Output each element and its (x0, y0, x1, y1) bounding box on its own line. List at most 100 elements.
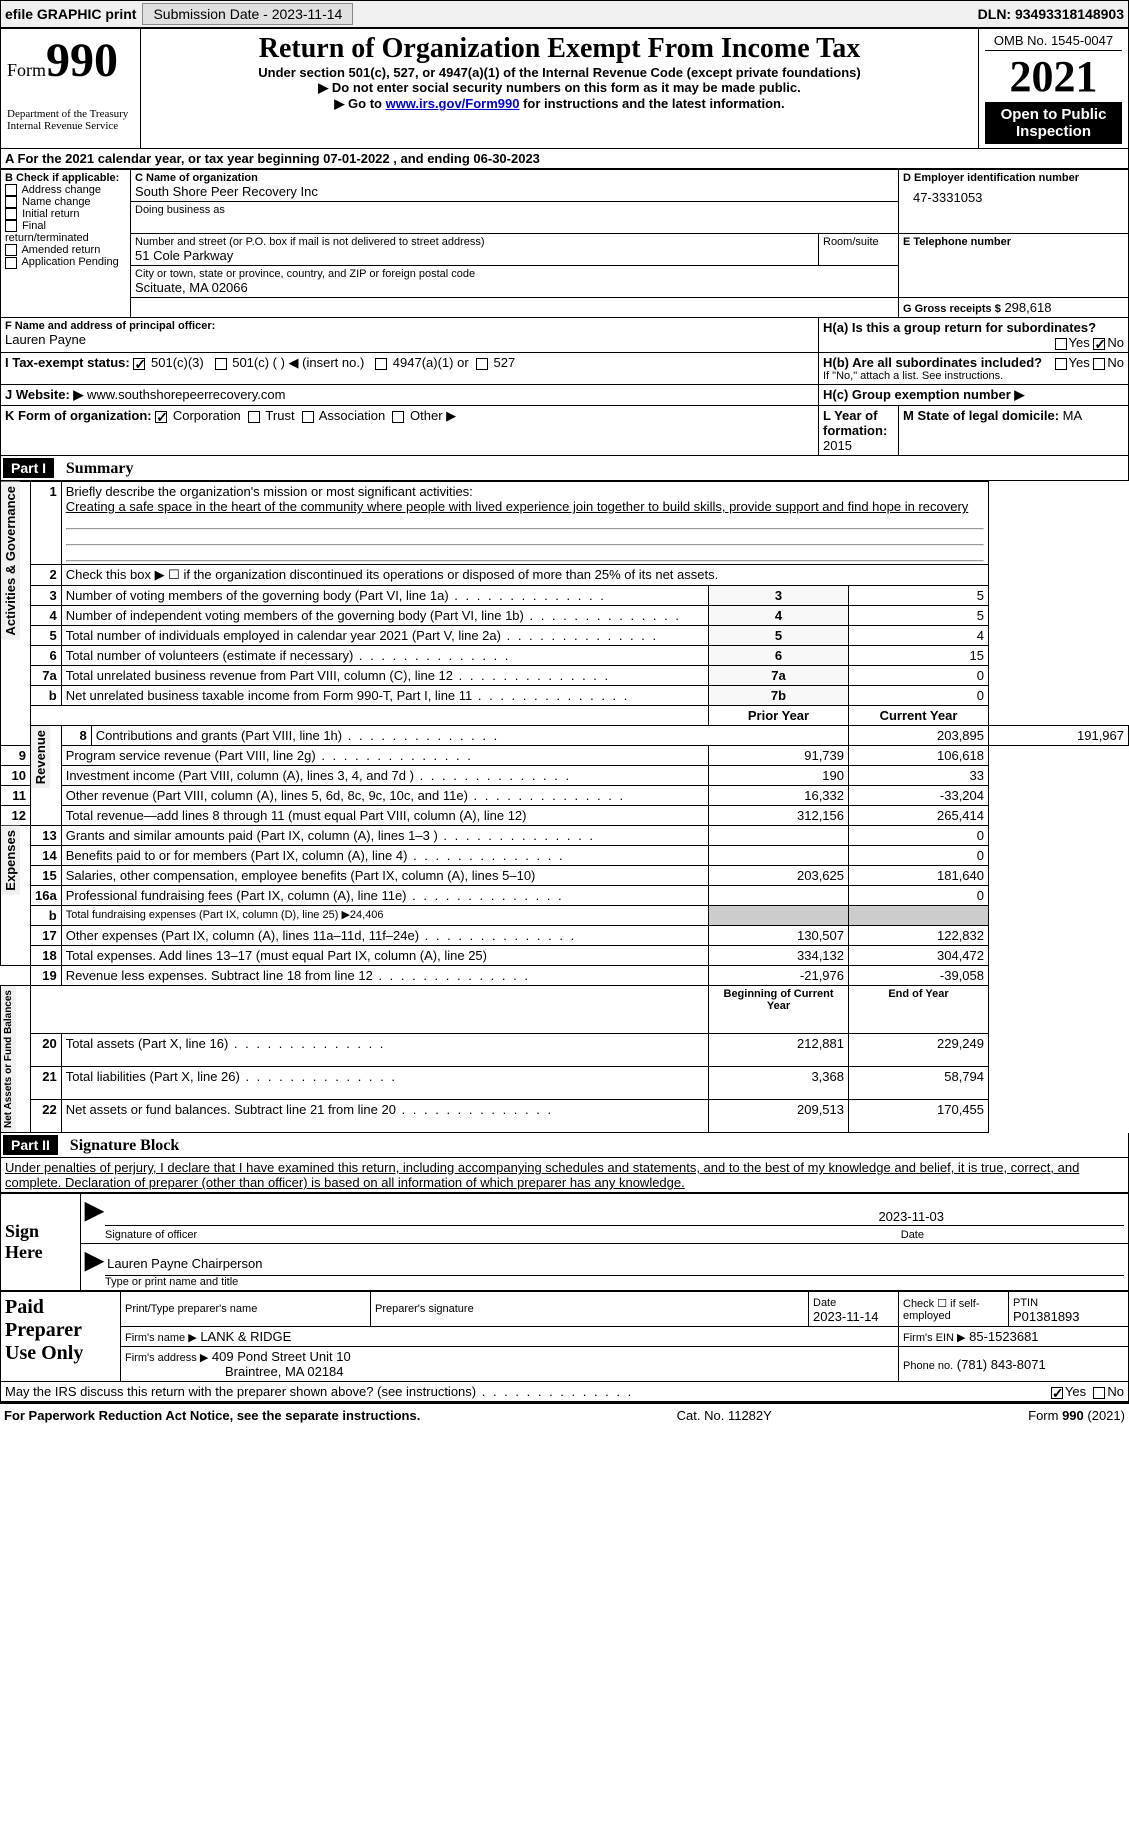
sections-b-m: B Check if applicable: Address change Na… (0, 169, 1129, 456)
instr-ssn: ▶ Do not enter social security numbers o… (147, 80, 972, 96)
col-end: End of Year (849, 986, 989, 1034)
h-b-label: H(b) Are all subordinates included? (823, 355, 1042, 370)
city-label: City or town, state or province, country… (135, 268, 894, 280)
omb-number: OMB No. 1545-0047 (985, 33, 1122, 51)
irs-label: Internal Revenue Service (7, 120, 134, 132)
checkbox-corp[interactable] (155, 411, 167, 423)
row-8: Contributions and grants (Part VIII, lin… (91, 726, 848, 746)
footer: For Paperwork Reduction Act Notice, see … (0, 1402, 1129, 1427)
section-f-label: F Name and address of principal officer: (5, 320, 814, 332)
irs-link[interactable]: www.irs.gov/Form990 (386, 96, 520, 111)
part2-badge: Part II (3, 1135, 58, 1155)
col-current: Current Year (849, 706, 989, 726)
officer-name-title: Lauren Payne Chairperson (107, 1256, 262, 1271)
dba-label: Doing business as (135, 204, 894, 216)
checkbox-amended[interactable] (5, 244, 17, 256)
vert-governance: Activities & Governance (1, 482, 20, 640)
row-13: Grants and similar amounts paid (Part IX… (61, 826, 708, 846)
vert-expenses: Expenses (1, 826, 20, 895)
row-17: Other expenses (Part IX, column (A), lin… (61, 926, 708, 946)
checkbox-final-return[interactable] (5, 220, 17, 232)
checkbox-hb-no[interactable] (1093, 358, 1105, 370)
check-self-employed: Check ☐ if self-employed (899, 1292, 1009, 1327)
section-j-label: J Website: ▶ (5, 387, 83, 402)
part1-table: Activities & Governance 1 Briefly descri… (0, 481, 1129, 1133)
checkbox-name-change[interactable] (5, 196, 17, 208)
street-label: Number and street (or P.O. box if mail i… (135, 236, 814, 248)
prep-name-label: Print/Type preparer's name (125, 1303, 366, 1315)
row-9: Program service revenue (Part VIII, line… (61, 746, 708, 766)
sign-here-label: Sign Here (1, 1194, 81, 1291)
checkbox-discuss-yes[interactable] (1051, 1387, 1063, 1399)
phone-label: Phone no. (903, 1360, 953, 1372)
part1-header-row: Part I Summary (0, 456, 1129, 481)
sig-officer-label: Signature of officer (105, 1229, 197, 1241)
form-title: Return of Organization Exempt From Incom… (147, 33, 972, 65)
part2-title: Signature Block (62, 1137, 180, 1154)
firm-ein: 85-1523681 (969, 1329, 1038, 1344)
checkbox-assoc[interactable] (302, 411, 314, 423)
city-value: Scituate, MA 02066 (135, 280, 894, 295)
row-12: Total revenue—add lines 8 through 11 (mu… (61, 806, 708, 826)
section-g-label: G Gross receipts $ (903, 303, 1001, 315)
row-19: Revenue less expenses. Subtract line 18 … (61, 966, 708, 986)
checkbox-hb-yes[interactable] (1055, 358, 1067, 370)
row-16b: Total fundraising expenses (Part IX, col… (61, 906, 708, 926)
paperwork-notice: For Paperwork Reduction Act Notice, see … (4, 1408, 420, 1423)
org-name: South Shore Peer Recovery Inc (135, 184, 894, 199)
checkbox-address-change[interactable] (5, 184, 17, 196)
row-5: Total number of individuals employed in … (61, 626, 708, 646)
checkbox-ha-no[interactable] (1093, 338, 1105, 350)
cat-no: Cat. No. 11282Y (677, 1408, 772, 1423)
arrow-icon: ▶ (85, 1197, 103, 1224)
firm-name: LANK & RIDGE (200, 1329, 291, 1344)
checkbox-trust[interactable] (248, 411, 260, 423)
ptin-label: PTIN (1013, 1297, 1038, 1309)
row-14: Benefits paid to or for members (Part IX… (61, 846, 708, 866)
sign-here-table: Sign Here ▶ Signature of officer Date 20… (0, 1193, 1129, 1291)
street-value: 51 Cole Parkway (135, 248, 814, 263)
row-15: Salaries, other compensation, employee b… (61, 866, 708, 886)
checkbox-501c[interactable] (215, 358, 227, 370)
top-bar: efile GRAPHIC print Submission Date - 20… (0, 0, 1129, 28)
checkbox-app-pending[interactable] (5, 257, 17, 269)
officer-name: Lauren Payne (5, 332, 814, 347)
gross-receipts: 298,618 (1004, 300, 1051, 315)
checkbox-501c3[interactable] (133, 358, 145, 370)
row-11: Other revenue (Part VIII, column (A), li… (61, 786, 708, 806)
line1-text: Creating a safe space in the heart of th… (66, 499, 969, 514)
checkbox-other[interactable] (392, 411, 404, 423)
checkbox-ha-yes[interactable] (1055, 338, 1067, 350)
part2-header-row: Part II Signature Block (0, 1133, 1129, 1158)
checkbox-4947[interactable] (375, 358, 387, 370)
part1-title: Summary (58, 460, 134, 477)
checkbox-discuss-no[interactable] (1093, 1387, 1105, 1399)
open-inspection: Open to Public Inspection (985, 102, 1122, 144)
section-m-label: M State of legal domicile: (903, 408, 1059, 423)
section-k-label: K Form of organization: (5, 408, 152, 423)
row-7b: Net unrelated business taxable income fr… (61, 686, 708, 706)
line2: Check this box ▶ ☐ if the organization d… (61, 565, 988, 586)
name-title-label: Type or print name and title (105, 1275, 1124, 1288)
tax-year: 2021 (985, 51, 1122, 102)
row-22: Net assets or fund balances. Subtract li… (61, 1099, 708, 1132)
phone-value: (781) 843-8071 (957, 1357, 1046, 1372)
ptin-value: P01381893 (1013, 1309, 1080, 1324)
dept-treasury: Department of the Treasury (7, 108, 134, 120)
form-ref: Form 990 (2021) (1028, 1408, 1125, 1423)
firm-addr-label: Firm's address ▶ (125, 1352, 208, 1364)
checkbox-initial-return[interactable] (5, 208, 17, 220)
row-10: Investment income (Part VIII, column (A)… (61, 766, 708, 786)
h-a-label: H(a) Is this a group return for subordin… (823, 320, 1096, 335)
row-6: Total number of volunteers (estimate if … (61, 646, 708, 666)
checkbox-527[interactable] (476, 358, 488, 370)
paid-preparer-table: Paid Preparer Use Only Print/Type prepar… (0, 1291, 1129, 1402)
row-16a: Professional fundraising fees (Part IX, … (61, 886, 708, 906)
row-21: Total liabilities (Part X, line 26) (61, 1066, 708, 1099)
vert-revenue: Revenue (31, 726, 50, 788)
firm-addr: 409 Pond Street Unit 10 (212, 1349, 351, 1364)
section-e-label: E Telephone number (903, 236, 1124, 248)
dln-label: DLN: 93493318148903 (978, 6, 1124, 22)
section-l-label: L Year of formation: (823, 408, 887, 438)
submission-date-button[interactable]: Submission Date - 2023-11-14 (142, 3, 353, 25)
